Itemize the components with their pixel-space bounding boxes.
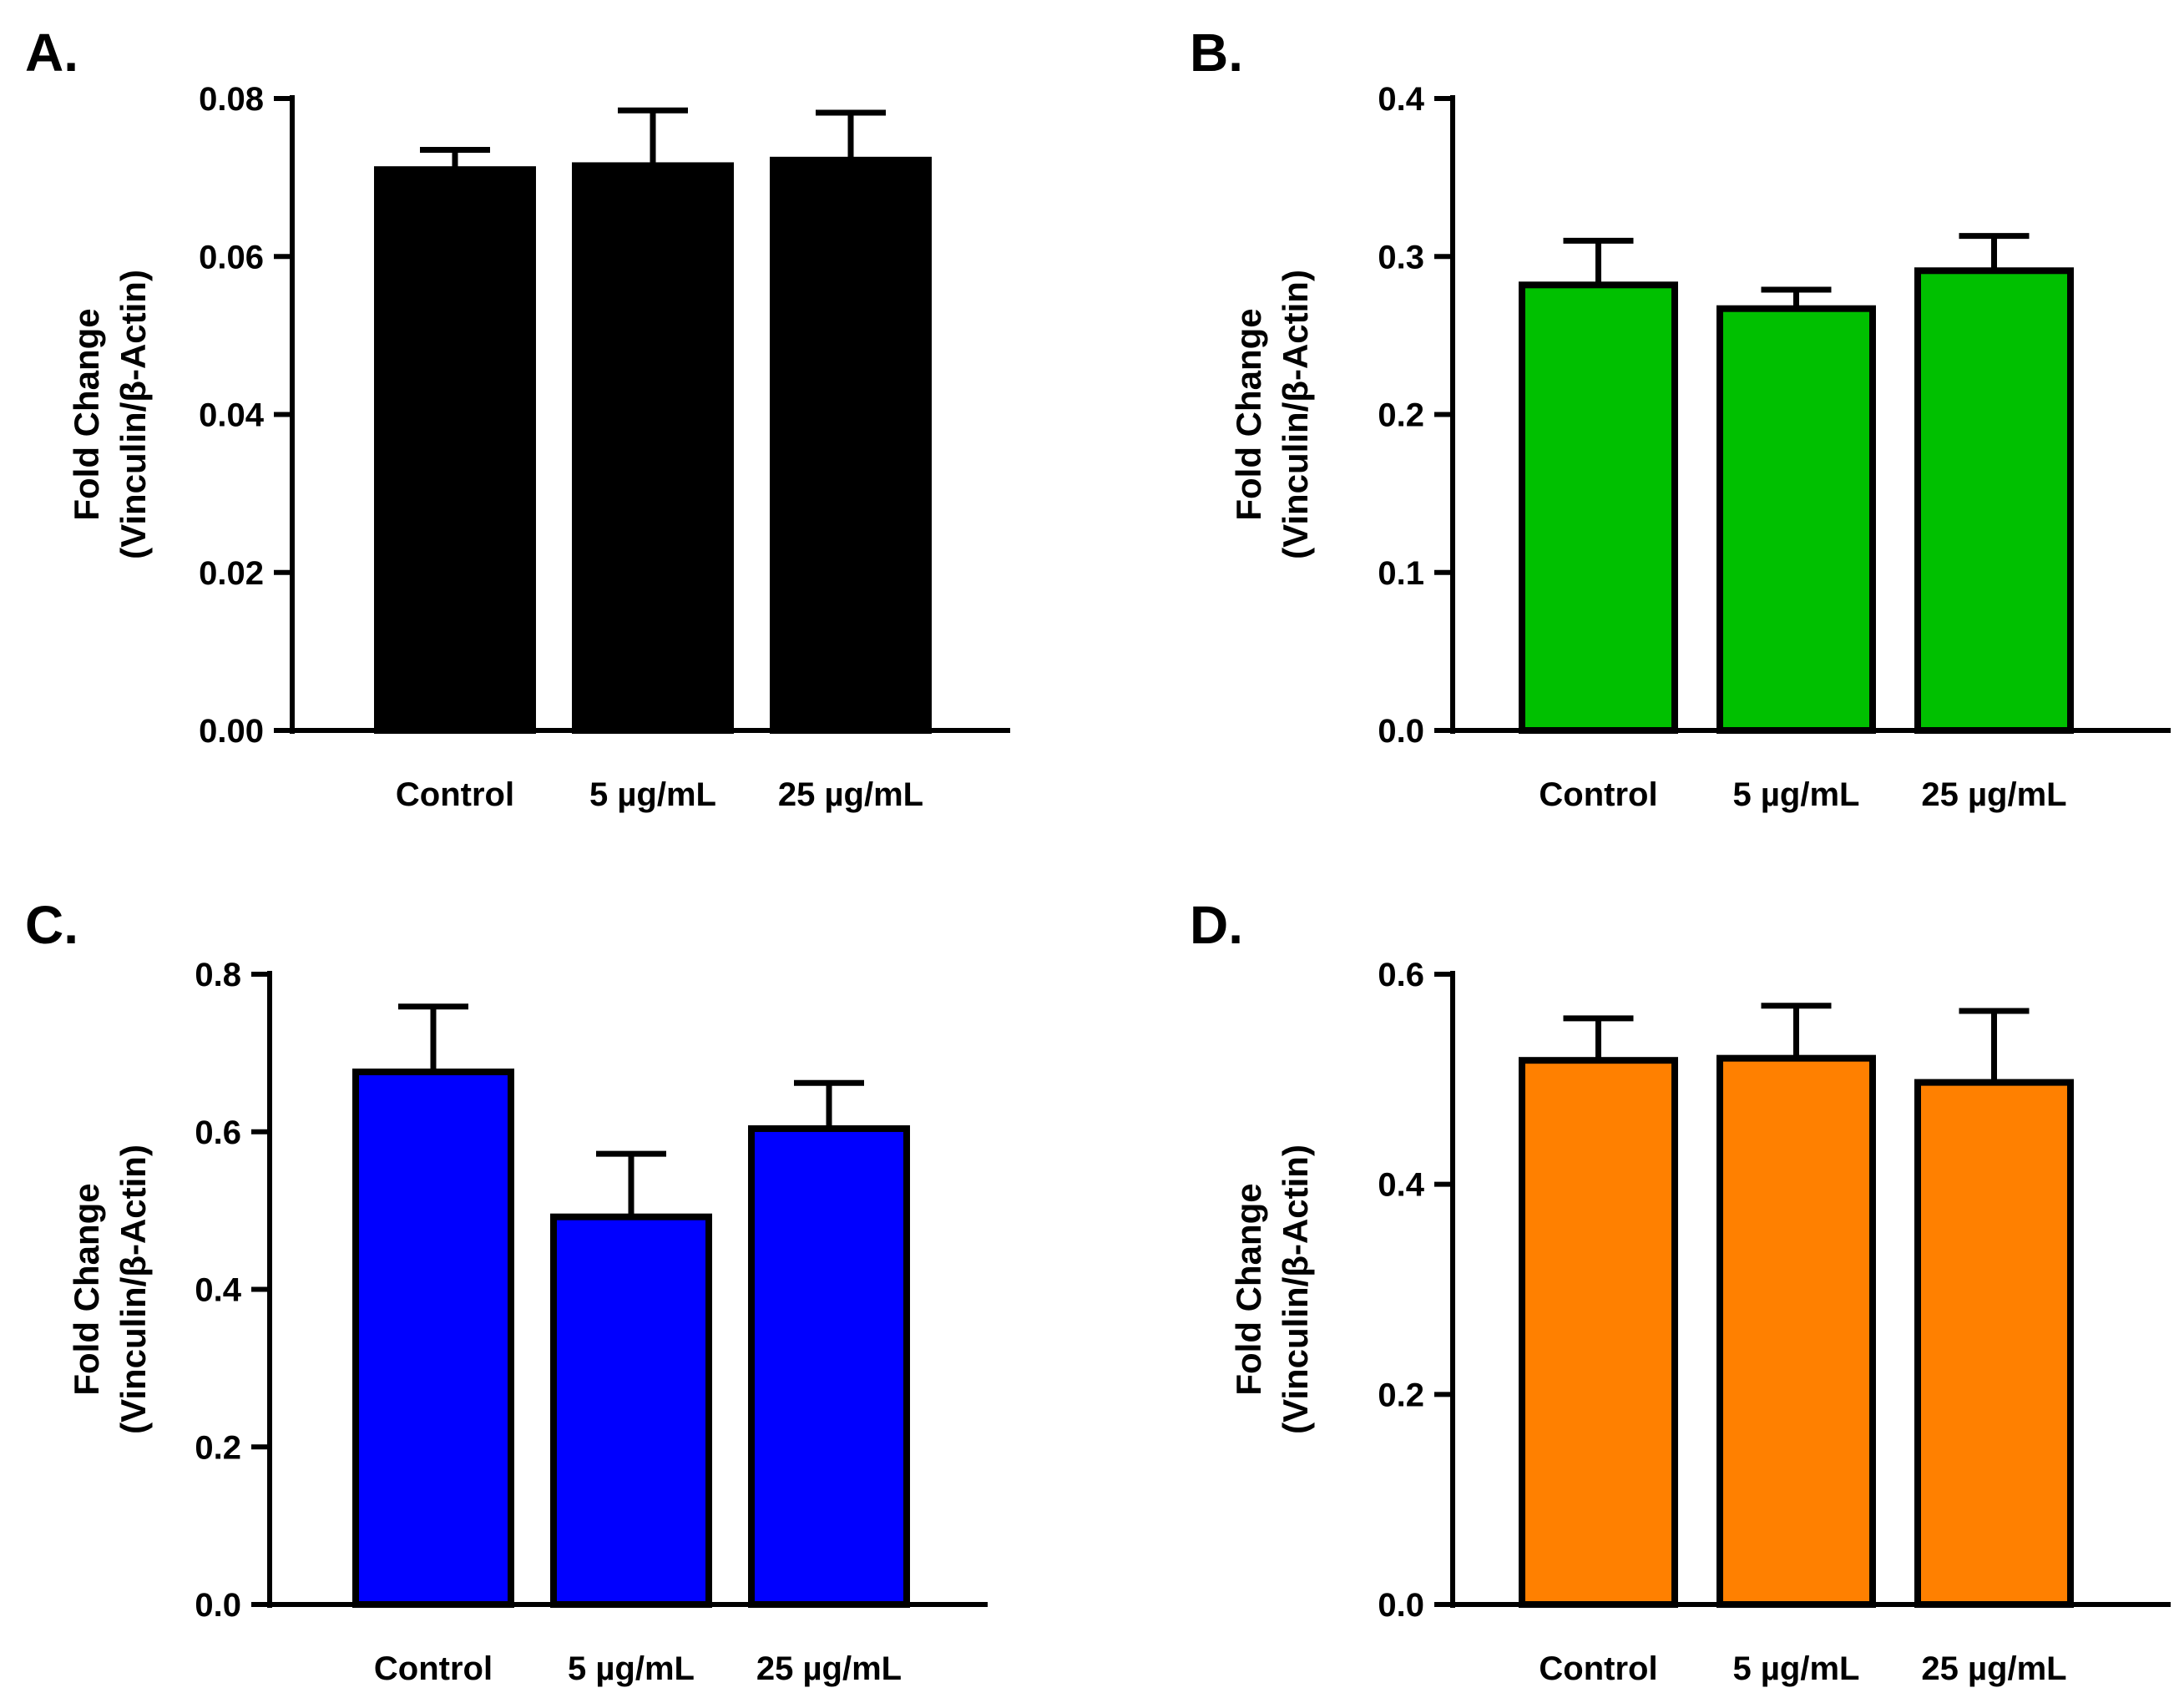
- bar-2: [1716, 1054, 1876, 1608]
- y-tick-label: 0.3: [1378, 239, 1424, 275]
- y-tick-label: 0.0: [1378, 1587, 1424, 1624]
- y-tick-label: 0.1: [1378, 555, 1424, 592]
- y-tick-label: 0.0: [1378, 713, 1424, 750]
- y-tick-label: 0.04: [199, 397, 265, 434]
- bar-3: [1914, 1079, 2074, 1608]
- panel-label: A.: [25, 23, 78, 83]
- x-tick-label: 5 µg/mL: [589, 776, 716, 813]
- y-axis-title: Fold Change (Vinculin/β-Actin): [67, 1145, 153, 1434]
- x-tick-label: 25 µg/mL: [778, 776, 923, 813]
- bar-1: [1519, 281, 1678, 734]
- y-axis-title-line: Fold Change: [1229, 1183, 1268, 1395]
- y-axis-title: Fold Change (Vinculin/β-Actin): [1229, 1145, 1315, 1434]
- x-tick-label: Control: [396, 776, 514, 813]
- bar-3: [770, 156, 932, 734]
- y-axis-title-line: Fold Change: [1229, 308, 1268, 520]
- y-tick-label: 0.2: [1378, 397, 1424, 434]
- bar-1: [1519, 1057, 1678, 1608]
- bar-2: [1716, 305, 1876, 734]
- y-axis-title-line: (Vinculin/β-Actin): [114, 270, 153, 559]
- y-tick-label: 0.06: [199, 239, 264, 275]
- y-tick-label: 0.4: [1378, 1167, 1424, 1204]
- chart-panel-d: D. Fold Change (Vinculin/β-Actin) Control 5 …: [1190, 895, 2171, 1687]
- y-axis-title-line: Fold Change: [67, 1183, 106, 1395]
- y-axis-title: Fold Change (Vinculin/β-Actin): [1229, 270, 1315, 559]
- bar-2: [550, 1213, 712, 1609]
- y-axis-title-line: (Vinculin/β-Actin): [114, 1145, 153, 1434]
- y-tick-label: 0.2: [1378, 1377, 1424, 1413]
- y-tick-label: 0.6: [195, 1114, 241, 1151]
- x-tick-label: Control: [1539, 1650, 1657, 1687]
- x-tick-label: Control: [374, 1650, 493, 1687]
- bar-2: [572, 162, 734, 734]
- x-tick-label: Control: [1539, 776, 1657, 813]
- chart-panel-a: A. Fold Change (Vinculin/β-Actin) Control 5 …: [25, 23, 1010, 813]
- y-axis-title-line: (Vinculin/β-Actin): [1276, 270, 1315, 559]
- x-tick-label: 5 µg/mL: [1733, 1650, 1860, 1687]
- bar-3: [748, 1124, 910, 1608]
- y-tick-label: 0.8: [195, 957, 241, 993]
- x-tick-label: 5 µg/mL: [1733, 776, 1860, 813]
- panel-label: B.: [1190, 23, 1243, 83]
- y-tick-label: 0.4: [195, 1272, 241, 1309]
- bar-1: [374, 166, 536, 735]
- y-tick-label: 0.2: [195, 1429, 241, 1466]
- y-axis-title-line: Fold Change: [67, 308, 106, 520]
- x-tick-label: 25 µg/mL: [1921, 776, 2066, 813]
- y-tick-label: 0.0: [195, 1587, 241, 1624]
- bar-3: [1914, 267, 2074, 735]
- y-tick-label: 0.4: [1378, 81, 1424, 118]
- chart-panel-b: B. Fold Change (Vinculin/β-Actin) Control 5 …: [1190, 23, 2171, 813]
- panel-label: D.: [1190, 895, 1243, 955]
- y-axis-title-line: (Vinculin/β-Actin): [1276, 1145, 1315, 1434]
- y-axis-title: Fold Change (Vinculin/β-Actin): [67, 270, 153, 559]
- panel-label: C.: [25, 895, 78, 955]
- x-tick-label: 25 µg/mL: [1921, 1650, 2066, 1687]
- chart-panel-c: C. Fold Change (Vinculin/β-Actin) Control 5 …: [25, 895, 988, 1687]
- y-tick-label: 0.08: [199, 81, 264, 118]
- bar-1: [352, 1069, 514, 1608]
- y-tick-label: 0.6: [1378, 957, 1424, 993]
- x-tick-label: 25 µg/mL: [756, 1650, 902, 1687]
- y-tick-label: 0.02: [199, 555, 264, 592]
- x-tick-label: 5 µg/mL: [568, 1650, 695, 1687]
- y-tick-label: 0.00: [199, 713, 264, 750]
